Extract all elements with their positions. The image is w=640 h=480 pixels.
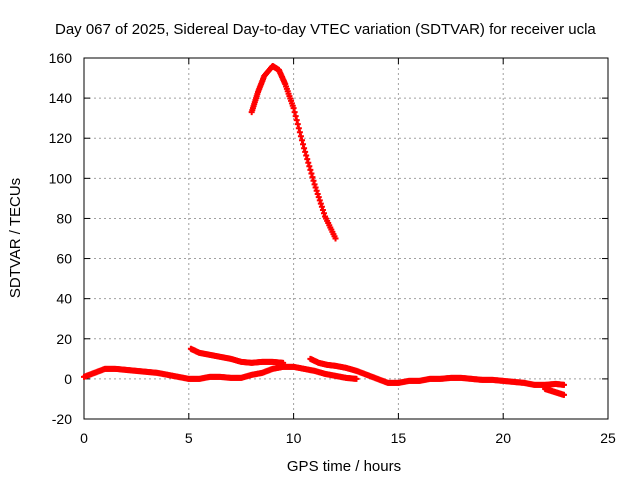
data-points <box>81 63 567 398</box>
x-tick-label: 10 <box>286 430 302 446</box>
y-tick-label: 160 <box>49 50 73 66</box>
data-point <box>306 163 313 170</box>
data-point <box>304 156 311 163</box>
x-tick-label: 20 <box>495 430 511 446</box>
chart-title: Day 067 of 2025, Sidereal Day-to-day VTE… <box>55 21 596 38</box>
data-point <box>301 145 308 152</box>
x-tick-label: 25 <box>600 430 616 446</box>
axis-ticks: 0 5 10 15 20 25 -20 0 20 40 60 80 100 120 140 160 <box>49 50 616 446</box>
data-point <box>300 141 307 148</box>
data-point <box>308 170 315 177</box>
series-arc-4 <box>307 355 567 388</box>
data-point <box>290 105 297 112</box>
data-point <box>312 184 319 191</box>
y-tick-label: 120 <box>49 130 73 146</box>
data-point <box>318 203 325 210</box>
data-point <box>293 117 300 124</box>
data-point <box>310 177 317 184</box>
data-point <box>294 121 301 128</box>
x-tick-label: 15 <box>391 430 407 446</box>
data-point <box>320 210 327 217</box>
data-point <box>297 133 304 140</box>
grid-lines <box>84 58 608 419</box>
data-point <box>353 375 360 382</box>
data-point <box>292 113 299 120</box>
data-point <box>317 200 324 207</box>
series-arc-3 <box>248 63 339 242</box>
data-point <box>298 137 305 144</box>
data-point <box>319 207 326 214</box>
series-arc-5 <box>542 385 567 398</box>
plot-frame <box>83 57 609 420</box>
y-tick-label: 100 <box>49 170 73 186</box>
data-point <box>303 152 310 159</box>
y-axis-label: SDTVAR / TECUs <box>7 178 24 298</box>
data-point <box>314 190 321 197</box>
x-tick-label: 5 <box>185 430 193 446</box>
data-point <box>307 166 314 173</box>
data-point <box>296 129 303 136</box>
data-point <box>295 125 302 132</box>
y-tick-label: 40 <box>56 291 72 307</box>
series-arc-1 <box>81 363 360 382</box>
y-tick-label: 140 <box>49 90 73 106</box>
data-point <box>332 235 339 242</box>
y-tick-label: 0 <box>64 371 72 387</box>
data-point <box>309 174 316 181</box>
y-tick-label: 80 <box>56 210 72 226</box>
x-axis-label: GPS time / hours <box>287 458 401 475</box>
series-arc-2 <box>187 345 287 366</box>
data-point <box>305 159 312 166</box>
data-point <box>315 194 322 201</box>
data-point <box>280 359 287 366</box>
data-point <box>560 381 567 388</box>
y-tick-label: 60 <box>56 251 72 267</box>
data-point <box>302 148 309 155</box>
y-tick-label: -20 <box>52 411 72 427</box>
x-tick-label: 0 <box>80 430 88 446</box>
y-tick-label: 20 <box>56 331 72 347</box>
data-point <box>560 391 567 398</box>
data-point <box>313 187 320 194</box>
data-point <box>311 181 318 188</box>
data-point <box>316 197 323 204</box>
data-point <box>291 109 298 116</box>
